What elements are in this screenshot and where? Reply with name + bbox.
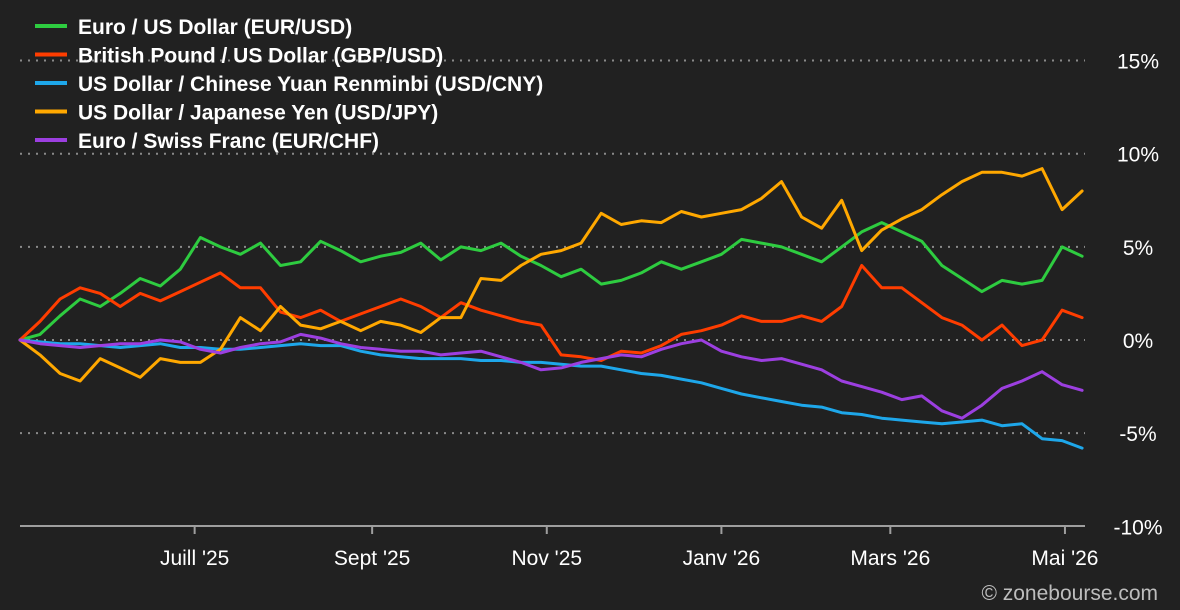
series-line-4 — [18, 332, 1084, 420]
series-line-3 — [18, 167, 1084, 383]
x-tick-label: Janv '26 — [683, 547, 761, 570]
x-tick-label: Nov '25 — [512, 547, 583, 570]
y-tick-label: -5% — [1119, 423, 1156, 446]
legend-label[interactable]: British Pound / US Dollar (GBP/USD) — [78, 45, 443, 68]
series-line-0 — [18, 221, 1084, 342]
legend-label[interactable]: Euro / US Dollar (EUR/USD) — [78, 16, 352, 39]
y-tick-label: 5% — [1123, 237, 1153, 260]
legend-label[interactable]: Euro / Swiss Franc (EUR/CHF) — [78, 130, 379, 153]
series-lines — [18, 167, 1084, 450]
grid-lines — [20, 59, 1085, 435]
watermark: © zonebourse.com — [981, 582, 1158, 605]
x-tick-label: Sept '25 — [334, 547, 410, 570]
y-tick-label: -10% — [1113, 516, 1162, 539]
y-tick-label: 10% — [1117, 144, 1159, 167]
x-tick-label: Mars '26 — [850, 547, 930, 570]
x-tick-label: Mai '26 — [1031, 547, 1098, 570]
legend-label[interactable]: US Dollar / Chinese Yuan Renminbi (USD/C… — [78, 73, 543, 96]
y-tick-label: 0% — [1123, 330, 1153, 353]
y-axis-labels: 15% 10% 5% 0% -5% -10% — [1113, 51, 1162, 540]
x-axis-ticks: Juill '25 Sept '25 Nov '25 Janv '26 Mars '26… — [160, 526, 1098, 570]
y-tick-label: 15% — [1117, 51, 1159, 74]
x-tick-label: Juill '25 — [160, 547, 229, 570]
legend-label[interactable]: US Dollar / Japanese Yen (USD/JPY) — [78, 102, 438, 125]
legend[interactable]: Euro / US Dollar (EUR/USD) British Pound … — [35, 16, 543, 153]
series-line-1 — [18, 264, 1084, 362]
